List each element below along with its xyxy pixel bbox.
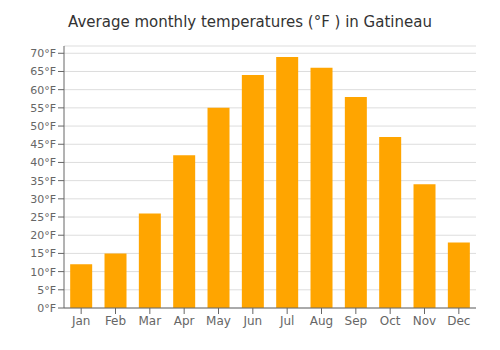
svg-text:Jun: Jun (242, 314, 262, 328)
svg-text:45°F: 45°F (30, 138, 56, 151)
svg-text:Apr: Apr (174, 314, 195, 328)
svg-text:Aug: Aug (310, 314, 333, 328)
svg-text:Jan: Jan (71, 314, 91, 328)
svg-text:Nov: Nov (413, 314, 436, 328)
svg-text:May: May (206, 314, 231, 328)
svg-text:30°F: 30°F (30, 193, 56, 206)
svg-text:60°F: 60°F (30, 84, 56, 97)
svg-text:35°F: 35°F (30, 175, 56, 188)
svg-text:20°F: 20°F (30, 229, 56, 242)
svg-text:55°F: 55°F (30, 102, 56, 115)
svg-text:40°F: 40°F (30, 156, 56, 169)
svg-text:70°F: 70°F (30, 47, 56, 60)
svg-text:10°F: 10°F (30, 266, 56, 279)
svg-text:Mar: Mar (139, 314, 162, 328)
svg-text:Dec: Dec (447, 314, 470, 328)
html-text:Average monthly temperatures (: Average monthly temperatures (°F ) in Ga… (68, 13, 432, 31)
svg-text:5°F: 5°F (37, 284, 56, 297)
svg-text:25°F: 25°F (30, 211, 56, 224)
svg-text:50°F: 50°F (30, 120, 56, 133)
svg-text:Jul: Jul (279, 314, 294, 328)
svg-text:15°F: 15°F (30, 247, 56, 260)
svg-text:0°F: 0°F (37, 302, 56, 315)
svg-text:Sep: Sep (345, 314, 368, 328)
svg-text:Oct: Oct (380, 314, 401, 328)
svg-text:65°F: 65°F (30, 65, 56, 78)
svg-text:Feb: Feb (105, 314, 126, 328)
